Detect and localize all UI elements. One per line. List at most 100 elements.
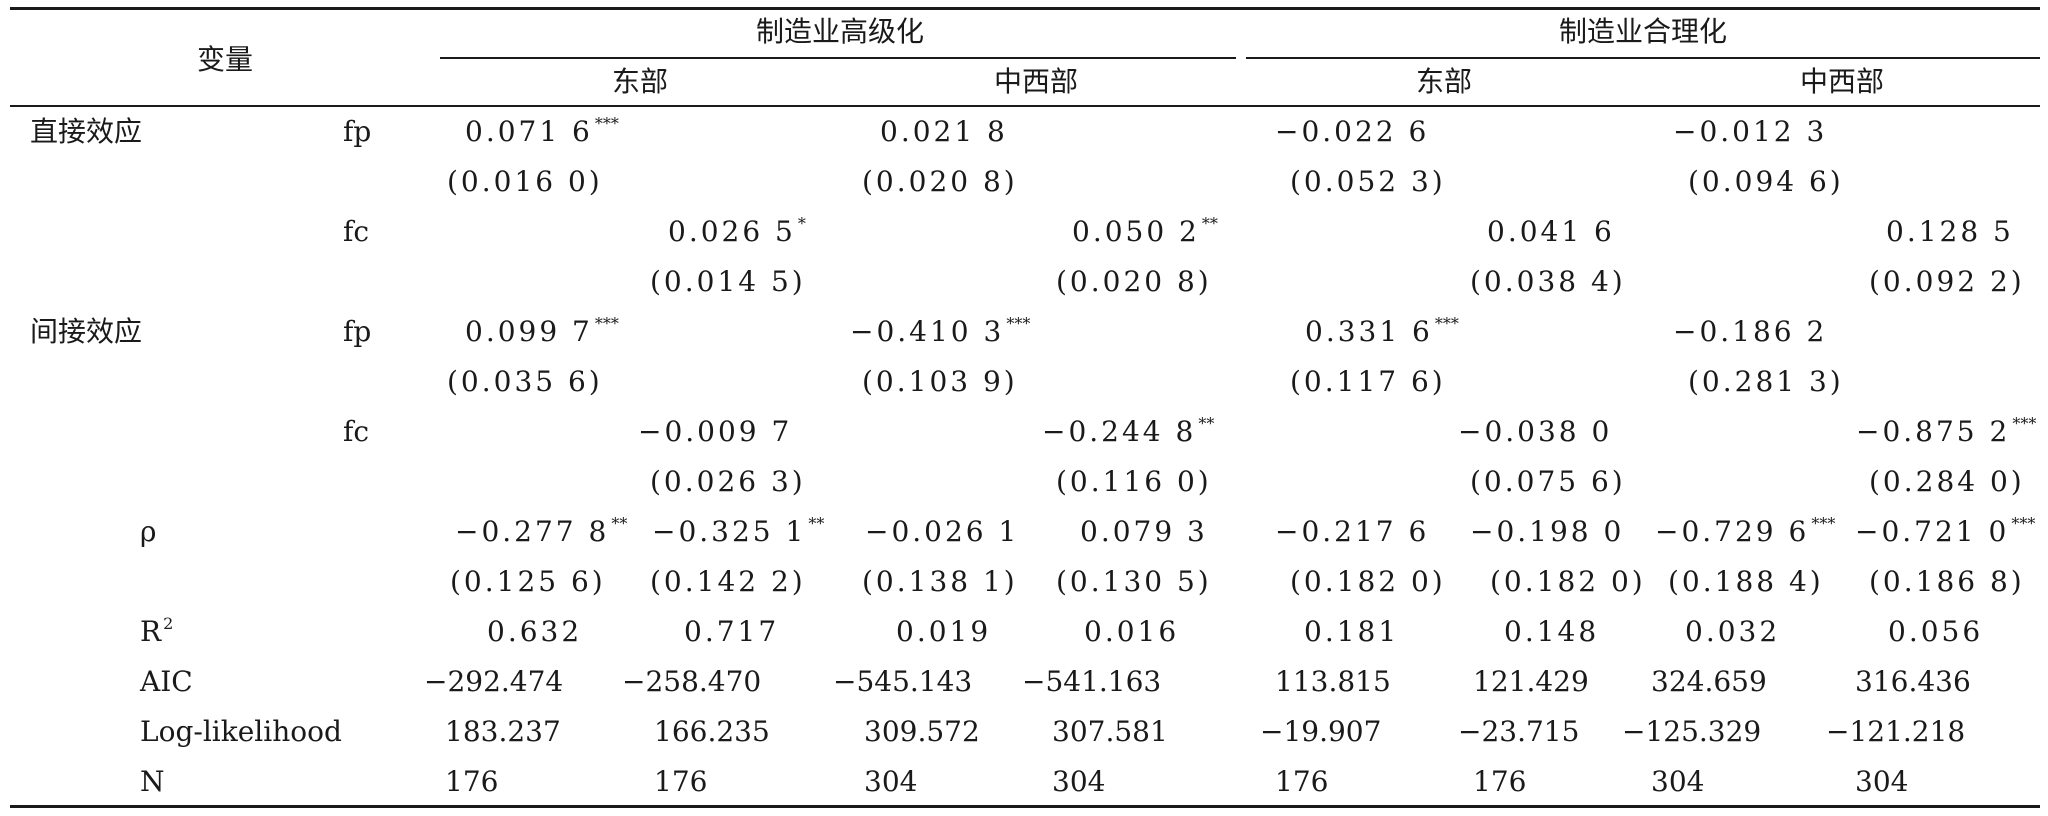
indirect-fc-c4-se: (0.116 0) — [1056, 465, 1212, 498]
label-rho: ρ — [140, 515, 157, 548]
rho-c7-se: (0.188 4) — [1668, 565, 1824, 598]
direct-fp-c3-value: 0.021 8 — [880, 115, 1008, 148]
direct-fp-c7-value: −0.012 3 — [1673, 115, 1828, 148]
indirect-fc-c6-value: −0.038 0 — [1458, 415, 1613, 448]
header-east-high: 东部 — [611, 65, 668, 98]
direct-fc-c2-value: 0.026 5 * — [668, 214, 806, 248]
indirect-fc-c4-value: −0.244 8 ** — [1042, 414, 1215, 448]
header-rule — [10, 105, 2040, 107]
direct-fc-c8-value: 0.128 5 — [1886, 215, 2014, 248]
indirect-fp-c3-value: −0.410 3 *** — [850, 314, 1031, 348]
section-indirect: 间接效应 — [30, 315, 143, 348]
var-fp-direct: fp — [343, 115, 372, 148]
header-midwest-high: 中西部 — [993, 65, 1078, 98]
n-c7: 304 — [1651, 765, 1705, 798]
direct-fc-c8-se: (0.092 2) — [1869, 265, 2025, 298]
aic-c4: −541.163 — [1022, 665, 1162, 698]
direct-fp-c1-se: (0.016 0) — [447, 165, 603, 198]
aic-c7: 324.659 — [1651, 665, 1767, 698]
direct-fp-c5-value: −0.022 6 — [1275, 115, 1430, 148]
header-midwest-rational: 中西部 — [1799, 65, 1884, 98]
direct-fp-c3-se: (0.020 8) — [862, 165, 1018, 198]
r2-c6: 0.148 — [1504, 615, 1600, 648]
indirect-fp-c3-se: (0.103 9) — [862, 365, 1018, 398]
loglik-c1: 183.237 — [445, 715, 561, 748]
r2-c4: 0.016 — [1084, 615, 1180, 648]
group-high-underline — [440, 57, 1236, 59]
var-fc-indirect: fc — [343, 415, 370, 448]
direct-fp-c1-value: 0.071 6 *** — [465, 114, 619, 148]
top-rule — [10, 7, 2040, 10]
bottom-rule — [10, 805, 2040, 808]
r2-c8: 0.056 — [1888, 615, 1984, 648]
rho-c5-se: (0.182 0) — [1290, 565, 1446, 598]
aic-c6: 121.429 — [1473, 665, 1589, 698]
loglik-c4: 307.581 — [1052, 715, 1168, 748]
indirect-fp-c5-se: (0.117 6) — [1290, 365, 1446, 398]
r2-c1: 0.632 — [487, 615, 583, 648]
n-c3: 304 — [864, 765, 918, 798]
var-fc-direct: fc — [343, 215, 370, 248]
direct-fc-c6-se: (0.038 4) — [1470, 265, 1626, 298]
n-c6: 176 — [1473, 765, 1527, 798]
loglik-c5: −19.907 — [1260, 715, 1382, 748]
label-n: N — [140, 765, 165, 798]
direct-fc-c4-se: (0.020 8) — [1056, 265, 1212, 298]
aic-c8: 316.436 — [1855, 665, 1971, 698]
direct-fp-c7-se: (0.094 6) — [1688, 165, 1844, 198]
label-aic: AIC — [140, 665, 193, 698]
rho-c6-value: −0.198 0 — [1470, 515, 1625, 548]
rho-c5-value: −0.217 6 — [1275, 515, 1430, 548]
direct-fc-c4-value: 0.050 2 ** — [1072, 214, 1218, 248]
indirect-fp-c5-value: 0.331 6 *** — [1305, 314, 1459, 348]
n-c8: 304 — [1855, 765, 1909, 798]
r2-c2: 0.717 — [684, 615, 780, 648]
aic-c5: 113.815 — [1275, 665, 1391, 698]
r2-c3: 0.019 — [896, 615, 992, 648]
indirect-fc-c8-se: (0.284 0) — [1869, 465, 2025, 498]
section-direct: 直接效应 — [30, 115, 143, 148]
rho-c2-se: (0.142 2) — [650, 565, 806, 598]
aic-c3: −545.143 — [833, 665, 973, 698]
rho-c1-se: (0.125 6) — [450, 565, 606, 598]
header-group-high: 制造业高级化 — [755, 15, 924, 48]
indirect-fp-c1-value: 0.099 7 *** — [465, 314, 619, 348]
loglik-c3: 309.572 — [864, 715, 980, 748]
indirect-fp-c7-value: −0.186 2 — [1673, 315, 1828, 348]
aic-c2: −258.470 — [622, 665, 762, 698]
var-fp-indirect: fp — [343, 315, 372, 348]
header-variable: 变量 — [196, 43, 253, 76]
n-c5: 176 — [1275, 765, 1329, 798]
indirect-fc-c2-value: −0.009 7 — [638, 415, 793, 448]
loglik-c7: −125.329 — [1622, 715, 1762, 748]
header-group-rational: 制造业合理化 — [1558, 15, 1727, 48]
header-east-rational: 东部 — [1415, 65, 1472, 98]
rho-c7-value: −0.729 6 *** — [1655, 514, 1836, 548]
r2-c5: 0.181 — [1304, 615, 1400, 648]
rho-c8-value: −0.721 0 *** — [1855, 514, 2036, 548]
rho-c3-value: −0.026 1 — [865, 515, 1020, 548]
n-c2: 176 — [654, 765, 708, 798]
aic-c1: −292.474 — [424, 665, 564, 698]
indirect-fc-c6-se: (0.075 6) — [1470, 465, 1626, 498]
rho-c6-se: (0.182 0) — [1490, 565, 1646, 598]
rho-c1-value: −0.277 8 ** — [455, 514, 628, 548]
direct-fc-c2-se: (0.014 5) — [650, 265, 806, 298]
group-rational-underline — [1246, 57, 2040, 59]
rho-c8-se: (0.186 8) — [1869, 565, 2025, 598]
indirect-fp-c7-se: (0.281 3) — [1688, 365, 1844, 398]
loglik-c6: −23.715 — [1458, 715, 1580, 748]
rho-c2-value: −0.325 1 ** — [652, 514, 825, 548]
indirect-fc-c2-se: (0.026 3) — [650, 465, 806, 498]
rho-c3-se: (0.138 1) — [862, 565, 1018, 598]
n-c1: 176 — [445, 765, 499, 798]
loglik-c2: 166.235 — [654, 715, 770, 748]
rho-c4-value: 0.079 3 — [1080, 515, 1208, 548]
rho-c4-se: (0.130 5) — [1056, 565, 1212, 598]
r2-c7: 0.032 — [1685, 615, 1781, 648]
direct-fp-c5-se: (0.052 3) — [1290, 165, 1446, 198]
direct-fc-c6-value: 0.041 6 — [1487, 215, 1615, 248]
n-c4: 304 — [1052, 765, 1106, 798]
